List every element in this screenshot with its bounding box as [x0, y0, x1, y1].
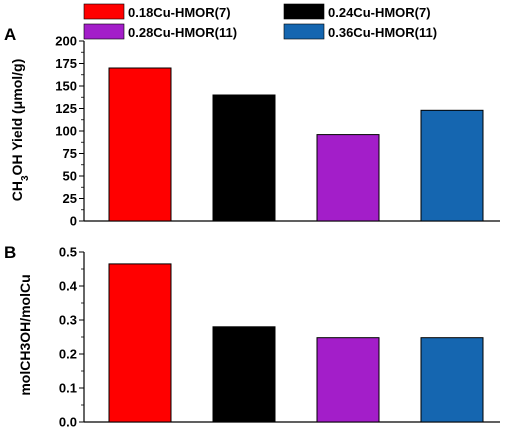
legend-swatch-1: [83, 3, 125, 20]
y-axis-label-b: molCH3OH/molCu: [17, 274, 33, 395]
y-tick-label-0-8: 200: [55, 34, 77, 49]
y-tick-label-0-6: 150: [55, 79, 77, 94]
legend-label-3: 0.28Cu-HMOR(11): [128, 25, 237, 40]
panel-label-a: A: [4, 25, 16, 44]
legend: 0.18Cu-HMOR(7) 0.24Cu-HMOR(7) 0.28Cu-HMOR(…: [83, 3, 437, 40]
legend-label-1: 0.18Cu-HMOR(7): [128, 5, 231, 20]
y-tick-label-1-4: 0.4: [59, 279, 78, 294]
y-tick-label-1-0: 0.0: [59, 415, 77, 430]
y-tick-label-0-2: 50: [63, 169, 77, 184]
legend-swatch-4: [283, 23, 325, 40]
bar-0-3: [316, 134, 380, 222]
bar-1-4: [420, 337, 484, 423]
y-tick-label-1-2: 0.2: [59, 347, 77, 362]
bar-0-1: [108, 67, 172, 222]
legend-swatch-3: [83, 23, 125, 40]
legend-label-4: 0.36Cu-HMOR(11): [328, 25, 437, 40]
y-tick-label-1-1: 0.1: [59, 381, 77, 396]
bar-0-4: [420, 109, 484, 222]
y-tick-label-1-3: 0.3: [59, 313, 77, 328]
panel-label-b: B: [4, 243, 16, 262]
y-tick-label-0-5: 125: [55, 101, 77, 116]
bar-1-2: [212, 326, 276, 423]
y-tick-label-0-3: 75: [63, 146, 77, 161]
y-tick-label-0-0: 0: [70, 214, 77, 229]
legend-swatch-2: [283, 3, 325, 20]
y-tick-label-0-7: 175: [55, 56, 77, 71]
bar-1-1: [108, 263, 172, 423]
y-tick-label-1-5: 0.5: [59, 245, 77, 260]
bar-0-2: [212, 94, 276, 222]
y-tick-label-0-1: 25: [63, 191, 77, 206]
y-tick-label-0-4: 100: [55, 124, 77, 139]
chart-panel-a: 0 25 50 75 100 125 150 175 200: [55, 34, 500, 229]
chart-panel-b: 0.0 0.1 0.2 0.3 0.4 0.5: [59, 245, 500, 430]
legend-label-2: 0.24Cu-HMOR(7): [328, 5, 431, 20]
bar-1-3: [316, 337, 380, 423]
y-axis-label-a: CH3OH Yield (μmol/g): [9, 59, 31, 201]
